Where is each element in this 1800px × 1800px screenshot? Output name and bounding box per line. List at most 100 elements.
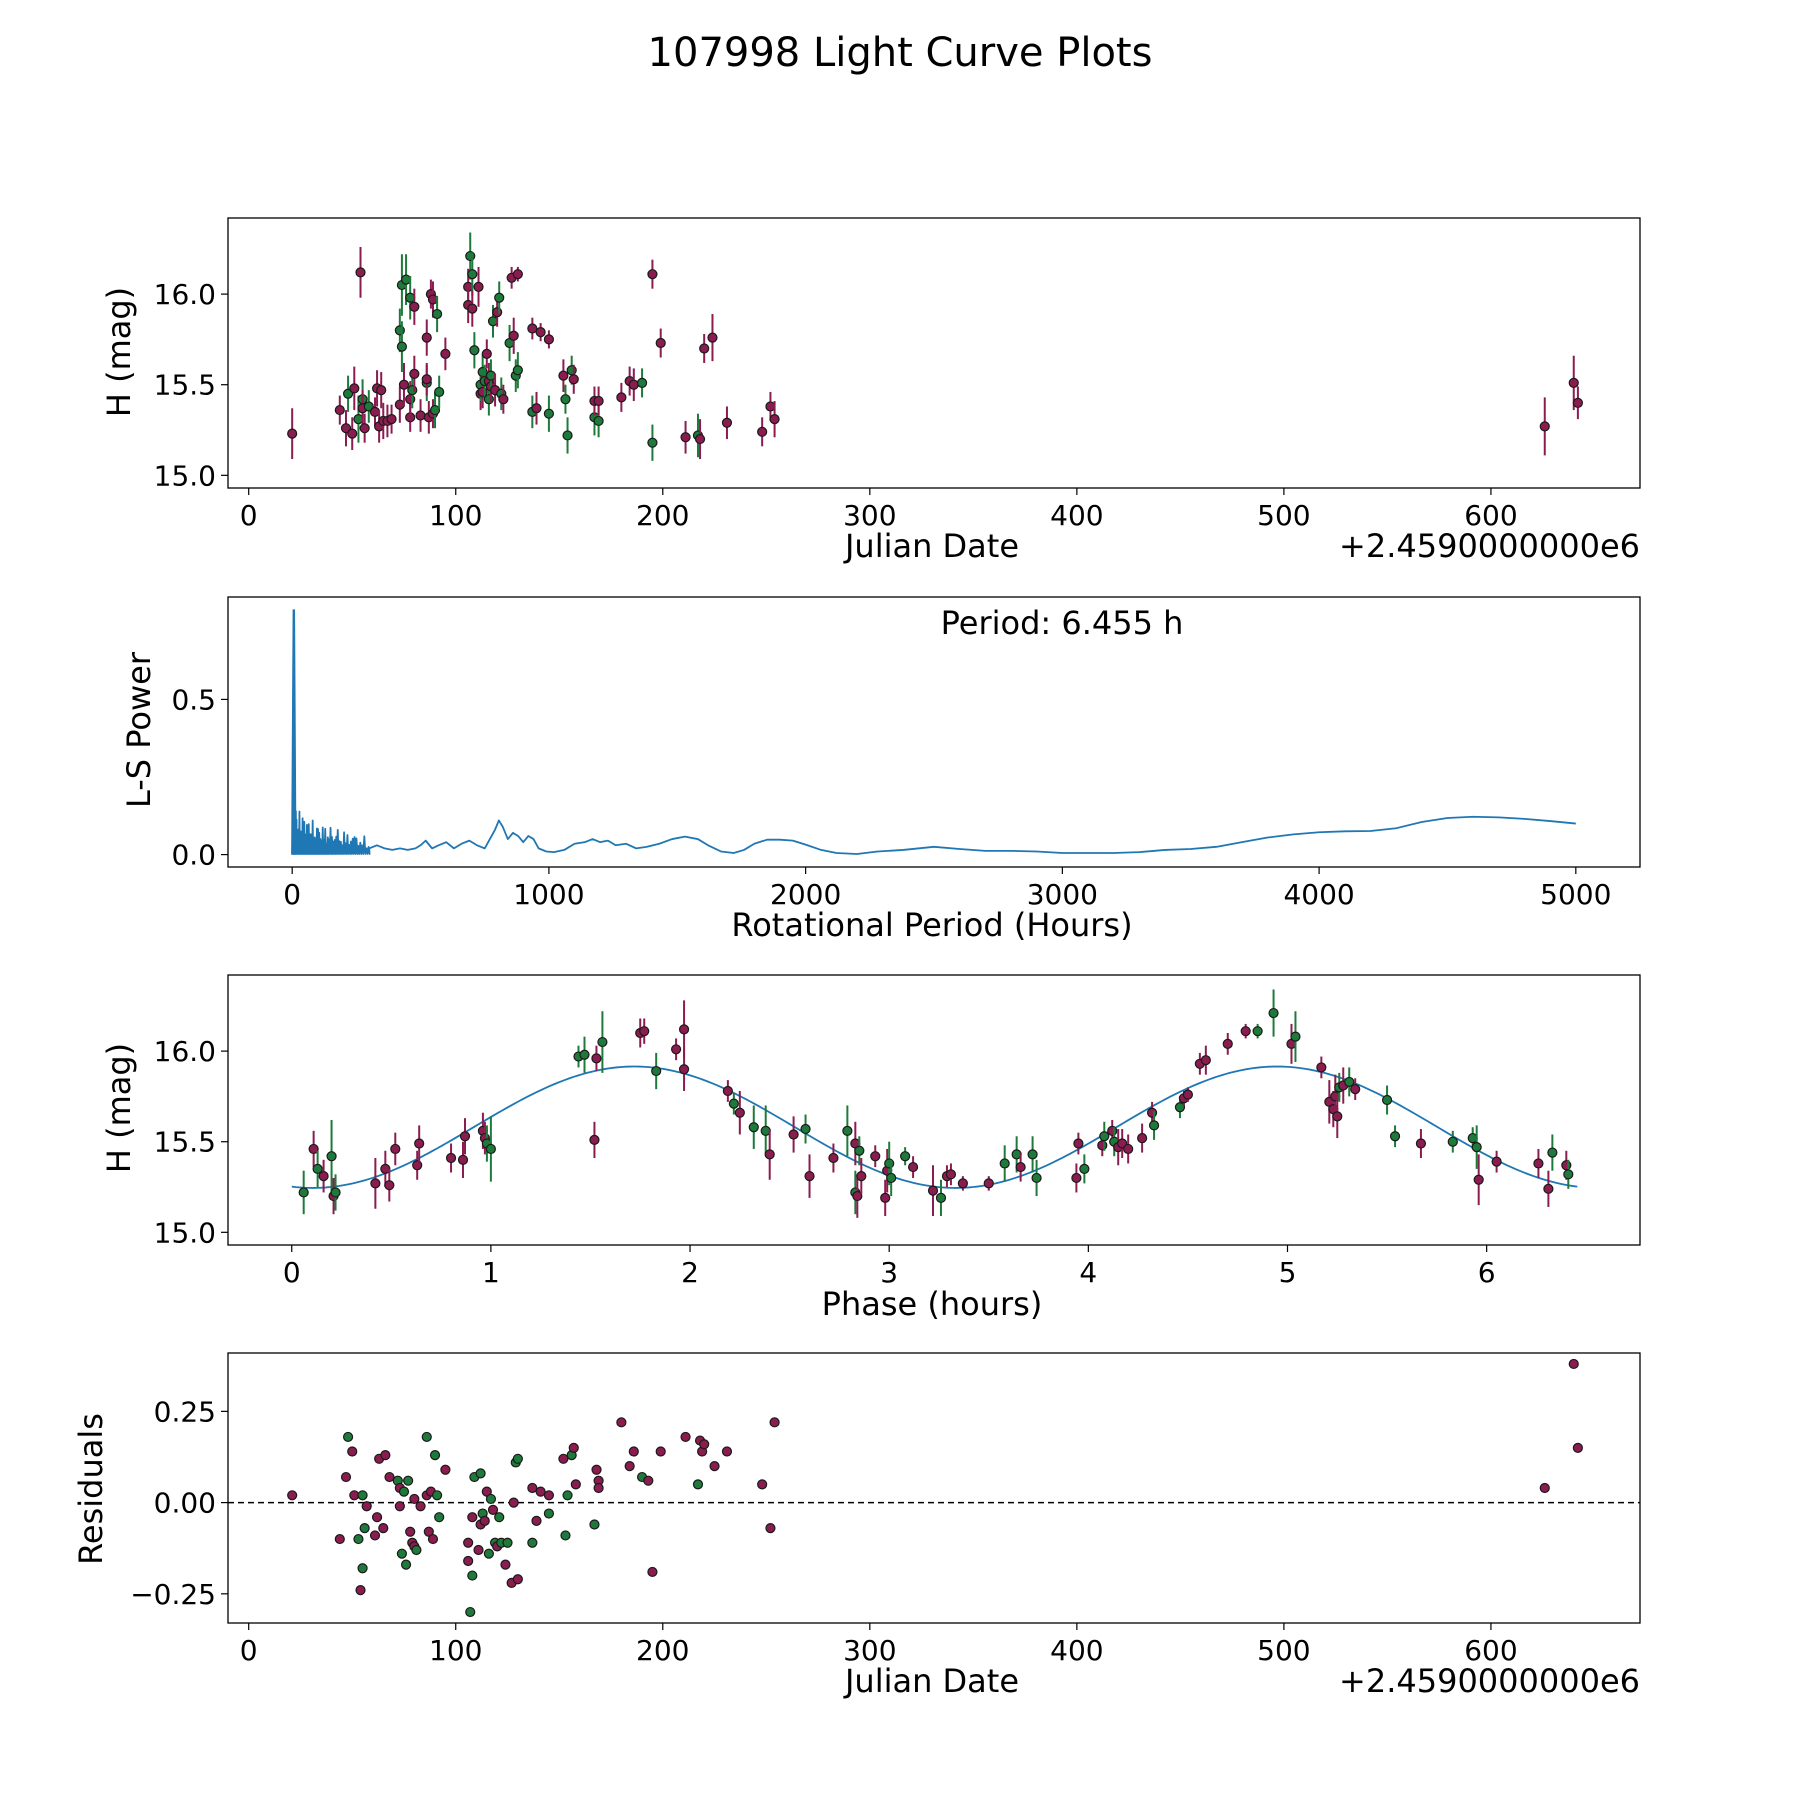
periodogram-panel: L-S Power Rotational Period (Hours) Peri… [120, 596, 1641, 944]
data-point [639, 1026, 650, 1037]
data-point [512, 269, 523, 280]
raw-xtick-label: 0 [240, 499, 258, 532]
data-point [728, 1098, 739, 1109]
data-point [312, 1163, 323, 1174]
data-point [535, 1486, 546, 1497]
residuals-xtick-label: 0 [240, 1634, 258, 1667]
data-point [390, 1143, 401, 1155]
data-point [788, 1129, 799, 1140]
data-point [757, 1479, 768, 1490]
data-point [647, 437, 658, 448]
periodogram-xtick-label: 2000 [770, 878, 841, 911]
data-point [326, 1151, 337, 1162]
data-point [591, 1464, 602, 1475]
data-point [398, 379, 410, 390]
data-point [487, 1504, 499, 1515]
data-point [502, 1537, 513, 1548]
data-point [1148, 1120, 1160, 1131]
raw-xtick-label: 500 [1257, 499, 1310, 532]
raw-lightcurve-panel: H (mag) Julian Date +2.4590000000e6 0 100… [100, 217, 1641, 565]
data-point [856, 1171, 867, 1182]
data-point [884, 1158, 895, 1169]
data-point [512, 365, 523, 376]
data-point [589, 1519, 600, 1530]
data-point [494, 292, 505, 303]
data-point [1174, 1102, 1186, 1113]
data-point [558, 1453, 569, 1464]
figure-title: 107998 Light Curve Plots [648, 30, 1153, 76]
phased-ytick-label: 15.5 [154, 1126, 216, 1159]
data-point [721, 1446, 733, 1457]
data-point [463, 1537, 474, 1548]
periodogram-ytick-label: 0.0 [171, 839, 216, 872]
data-point [1073, 1138, 1084, 1149]
data-point [560, 1530, 571, 1541]
data-point [1240, 1026, 1251, 1037]
data-point [421, 332, 432, 343]
data-point [371, 1512, 383, 1523]
data-point [378, 1523, 389, 1534]
data-point [347, 428, 358, 439]
data-point [353, 1533, 364, 1545]
data-point [359, 1523, 370, 1534]
data-point [498, 394, 509, 405]
data-point [579, 1049, 590, 1060]
data-point [298, 1187, 309, 1198]
data-point [318, 1171, 329, 1182]
data-point [512, 1574, 523, 1585]
data-point [543, 1490, 555, 1501]
data-point [935, 1192, 947, 1203]
data-point [643, 1475, 654, 1486]
data-point [349, 1490, 360, 1501]
data-point [287, 428, 298, 439]
residuals-offset-label: +2.4590000000e6 [1339, 1662, 1640, 1700]
periodogram-xtick-label: 1000 [513, 878, 584, 911]
data-point [429, 1450, 441, 1461]
data-point [463, 1555, 474, 1567]
data-point [769, 1417, 780, 1428]
data-point [405, 394, 416, 405]
data-point [1222, 1038, 1233, 1049]
data-point [479, 1515, 490, 1526]
data-point [628, 1446, 639, 1457]
data-point [429, 404, 441, 416]
data-point [593, 1482, 604, 1494]
data-point [477, 366, 488, 378]
data-point [500, 1559, 511, 1570]
raw-ylabel: H (mag) [100, 287, 138, 417]
data-point [342, 1431, 354, 1443]
data-point [1563, 1169, 1574, 1180]
data-point [527, 1537, 538, 1548]
data-point [376, 385, 387, 396]
phased-xtick-label: 6 [1478, 1256, 1496, 1289]
data-point [415, 410, 426, 421]
data-point [1099, 1131, 1110, 1142]
data-point [900, 1151, 911, 1162]
phased-xtick-label: 4 [1079, 1256, 1097, 1289]
phased-frame [227, 974, 1641, 1246]
data-point [483, 1548, 494, 1559]
phased-ytick-label: 16.0 [154, 1035, 216, 1068]
raw-xtick-label: 600 [1464, 499, 1517, 532]
data-point [434, 1512, 445, 1523]
data-point [722, 1085, 733, 1097]
data-point [1182, 1089, 1194, 1100]
data-point [1539, 421, 1550, 432]
data-point [628, 379, 639, 390]
data-point [412, 1160, 423, 1171]
data-point [457, 1154, 469, 1165]
data-point [483, 394, 494, 405]
data-point [531, 403, 542, 414]
data-point [1389, 1131, 1401, 1142]
data-point [999, 1158, 1010, 1169]
data-point [359, 423, 370, 434]
data-point [558, 370, 569, 381]
data-point [459, 1131, 471, 1142]
data-point [465, 250, 476, 262]
residuals-xlabel: Julian Date [843, 1662, 1019, 1700]
data-point [870, 1151, 881, 1162]
data-point [467, 1570, 478, 1581]
data-point [409, 301, 420, 312]
data-point [409, 368, 420, 379]
data-point [593, 395, 604, 407]
